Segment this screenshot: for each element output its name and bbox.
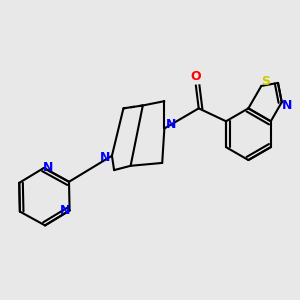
Text: S: S [261,75,270,88]
Text: N: N [60,204,70,217]
Text: O: O [190,70,201,83]
Text: N: N [43,161,53,175]
Text: N: N [282,99,292,112]
Text: N: N [100,151,110,164]
Text: N: N [167,118,177,131]
